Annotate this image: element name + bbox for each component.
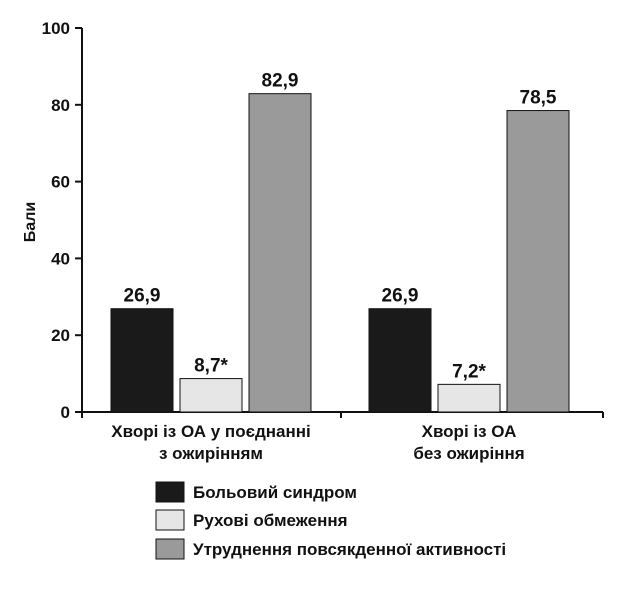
category-label: Хворі із ОА (422, 422, 517, 441)
legend-label: Больовий синдром (193, 483, 357, 502)
legend-swatch (155, 509, 185, 531)
bar-value-label: 8,7* (194, 356, 228, 377)
bar (179, 378, 243, 413)
y-tick-label: 0 (61, 403, 70, 422)
bar-value-label: 78,5 (520, 88, 557, 109)
category-label: Хворі із ОА у поєднанні (111, 422, 310, 441)
legend-swatch (155, 538, 185, 560)
y-tick-label: 60 (51, 173, 70, 192)
bar-value-label: 26,9 (124, 286, 161, 307)
legend-label: Утруднення повсякденної активності (193, 540, 506, 559)
chart-bars (110, 93, 570, 413)
bar (248, 93, 312, 413)
chart-legend: Больовий синдром Рухові обмеження Утруднен… (155, 481, 506, 560)
bar-value-label: 82,9 (262, 71, 299, 92)
chart-value-labels: 26,9 8,7* 82,9 26,9 7,2* 78,5 (124, 71, 557, 383)
bar-value-label: 7,2* (452, 361, 486, 382)
bar (110, 308, 174, 413)
category-label: з ожирінням (159, 444, 263, 463)
y-tick-label: 20 (51, 326, 70, 345)
y-tick-label: 100 (42, 19, 70, 38)
legend-label: Рухові обмеження (193, 511, 348, 530)
bar (368, 308, 432, 413)
category-label: без ожиріння (413, 444, 524, 463)
legend-swatch (155, 481, 185, 503)
bar (506, 110, 570, 413)
y-tick-label: 80 (51, 96, 70, 115)
bar (437, 383, 501, 413)
y-tick-label: 40 (51, 249, 70, 268)
bar-value-label: 26,9 (382, 286, 419, 307)
y-axis-title: Бали (22, 202, 39, 242)
chart-category-labels: Хворі із ОА у поєднанні з ожирінням Хворі … (111, 422, 524, 463)
